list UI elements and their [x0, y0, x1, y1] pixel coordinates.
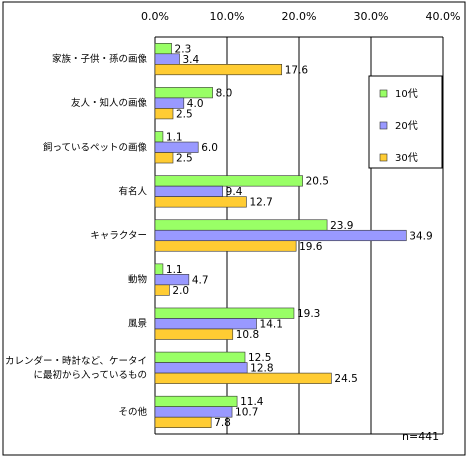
data-label: 34.9: [409, 230, 432, 242]
bar-30代: [154, 196, 247, 208]
category-label: 風景: [128, 319, 147, 330]
bar-20代: [154, 53, 180, 65]
legend-swatch: [379, 89, 388, 98]
data-label: 8.0: [216, 87, 233, 99]
bars: [154, 43, 407, 428]
legend-label: 20代: [395, 120, 418, 132]
data-label: 14.1: [260, 318, 283, 330]
data-label: 17.6: [285, 64, 309, 76]
data-label: 11.4: [240, 396, 264, 408]
bar-20代: [154, 362, 248, 374]
bar-20代: [154, 318, 257, 330]
bar-20代: [154, 406, 233, 418]
data-label: 3.4: [182, 54, 199, 66]
bar-20代: [154, 141, 199, 153]
legend-swatch: [379, 153, 388, 162]
bar-10代: [154, 395, 238, 407]
category-label: 友人・知人の画像: [71, 97, 148, 109]
legend: 10代 20代 30代: [368, 75, 443, 169]
bar-20代: [154, 97, 185, 109]
category-label: に最初から入っているもの: [33, 369, 147, 381]
bar-30代: [154, 108, 174, 120]
legend-label: 10代: [395, 88, 418, 100]
category-label: カレンダー・時計など、ケータイ: [5, 355, 147, 367]
data-label: 23.9: [330, 220, 353, 232]
bar-10代: [154, 219, 328, 231]
data-label: 10.7: [235, 407, 258, 419]
data-label: 2.5: [176, 153, 193, 165]
category-label: 動物: [128, 274, 148, 286]
category-labels: 家族・子供・孫の画像友人・知人の画像飼っているペットの画像有名人キャラクター動物…: [5, 53, 148, 418]
legend-swatch: [379, 121, 388, 130]
bar-10代: [154, 351, 246, 363]
data-label: 1.1: [166, 132, 183, 144]
bar-10代: [154, 43, 172, 55]
data-label: 24.5: [334, 373, 357, 385]
bar-20代: [154, 274, 190, 286]
data-label: 4.0: [187, 98, 204, 110]
bar-10代: [154, 263, 164, 275]
category-label: 家族・子供・孫の画像: [52, 53, 148, 65]
bar-10代: [154, 307, 295, 319]
data-label: 19.6: [299, 241, 323, 253]
bar-30代: [154, 152, 174, 164]
data-label: 6.0: [201, 142, 218, 154]
data-label: 4.7: [192, 274, 209, 286]
category-label: その他: [118, 406, 147, 418]
x-tick-label: 40.0%: [426, 10, 461, 23]
legend-label: 30代: [395, 152, 418, 164]
bar-30代: [154, 372, 332, 384]
data-label: 12.7: [249, 197, 272, 209]
data-label: 7.8: [214, 417, 231, 429]
x-tick-label: 20.0%: [282, 10, 317, 23]
x-tick-label: 30.0%: [354, 10, 389, 23]
data-label: 12.8: [250, 363, 273, 375]
bar-20代: [154, 229, 407, 242]
x-tick-label: 10.0%: [210, 10, 245, 23]
data-label: 1.1: [166, 264, 183, 276]
bar-10代: [154, 175, 303, 187]
bar-30代: [154, 240, 297, 252]
data-label: 2.0: [172, 285, 189, 297]
category-label: キャラクター: [90, 231, 147, 242]
data-label: 12.5: [248, 352, 271, 364]
bar-10代: [154, 87, 213, 99]
data-label: 2.5: [176, 108, 193, 120]
category-label: 飼っているペットの画像: [43, 141, 148, 153]
category-label: 有名人: [118, 185, 147, 197]
x-tick-labels: 0.0% 10.0% 20.0% 30.0% 40.0%: [141, 10, 460, 23]
bar-20代: [154, 185, 223, 197]
data-label: 9.4: [226, 186, 243, 198]
value-labels: 2.3 8.0 1.1 20.5 23.9 1.1 19.3 12.5 11.4 3.4 4.0 6.…: [166, 43, 433, 429]
bar-30代: [154, 328, 234, 340]
bar-30代: [154, 416, 212, 428]
bar-10代: [154, 131, 164, 143]
x-tick-label: 0.0%: [141, 10, 169, 23]
bar-30代: [154, 284, 170, 296]
data-label: 2.3: [175, 43, 192, 55]
data-label: 19.3: [297, 308, 320, 320]
bar-30代: [154, 64, 283, 76]
data-label: 10.8: [236, 329, 259, 341]
sample-size-note: n=441: [402, 430, 439, 443]
data-label: 20.5: [306, 176, 329, 188]
